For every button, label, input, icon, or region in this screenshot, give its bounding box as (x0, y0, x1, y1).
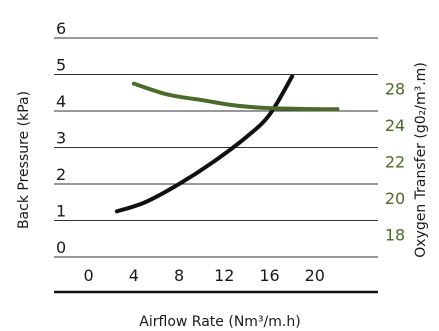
x-tick-label: 16 (259, 266, 279, 285)
y-tick-label: 1 (56, 202, 66, 221)
y-tick-label: 2 (56, 165, 66, 184)
x-tick-label: 12 (214, 266, 234, 285)
y-tick-label: 4 (56, 92, 66, 111)
x-tick-label: 4 (129, 266, 139, 285)
y-tick-label: 3 (56, 129, 66, 148)
grid-lines (54, 37, 378, 258)
y-tick-label: 6 (56, 19, 66, 38)
y2-tick-labels: 28 24 22 20 18 (385, 80, 405, 245)
x-axis-label: Airflow Rate (Nm³/m.h) (139, 314, 300, 330)
y2-tick-label: 22 (385, 153, 405, 172)
y2-axis-label: Oxygen Transfer (g0₂/m³.m) (413, 62, 429, 258)
y-tick-label: 5 (56, 56, 66, 75)
y-axis-label: Back Pressure (kPa) (16, 91, 32, 229)
y2-tick-label: 20 (385, 189, 405, 208)
series-group (114, 74, 340, 214)
x-tick-labels: 0 4 8 12 16 20 (84, 266, 325, 285)
y2-tick-label: 24 (385, 116, 405, 135)
y2-tick-label: 28 (385, 80, 405, 99)
y2-tick-label: 18 (385, 226, 405, 245)
x-tick-label: 20 (305, 266, 325, 285)
series-line-oxygen-transfer (131, 81, 340, 112)
y-tick-labels: 0 1 2 3 4 5 6 (56, 19, 66, 257)
y-tick-label: 0 (56, 238, 66, 257)
x-tick-label: 8 (174, 266, 184, 285)
series-line-back-pressure (114, 74, 295, 214)
x-tick-label: 0 (84, 266, 94, 285)
